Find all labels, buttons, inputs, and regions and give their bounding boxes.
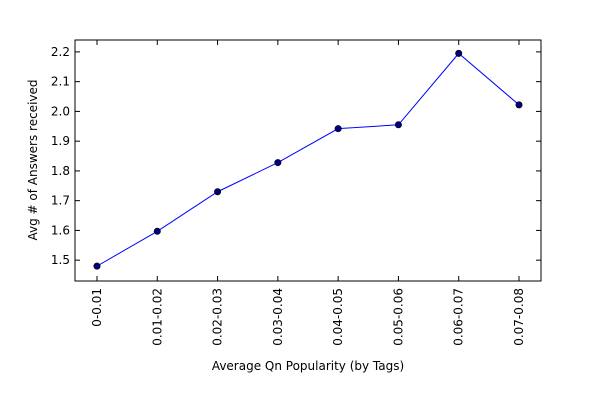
- data-point: [153, 227, 161, 235]
- x-tick-label: 0.02-0.03: [211, 288, 225, 346]
- y-tick-label: 1.9: [51, 134, 70, 148]
- y-tick-label: 2.2: [51, 45, 70, 59]
- plot-frame: [74, 39, 542, 282]
- x-tick-label: 0-0.01: [90, 288, 104, 327]
- x-axis-label: Average Qn Popularity (by Tags): [212, 359, 404, 373]
- series-line: [96, 52, 520, 267]
- data-point: [515, 101, 523, 109]
- series-layer: [93, 49, 523, 270]
- y-tick-label: 2.0: [51, 104, 70, 118]
- data-point: [274, 159, 282, 167]
- x-tick-label: 0.03-0.04: [271, 288, 285, 346]
- y-axis-label: Avg # of Answers received: [26, 79, 40, 240]
- data-point: [214, 188, 222, 196]
- x-tick-label: 0.07-0.08: [512, 288, 526, 346]
- data-point: [93, 262, 101, 270]
- x-tick-label: 0.01-0.02: [150, 288, 164, 346]
- y-tick-label: 2.1: [51, 75, 70, 89]
- y-tick-label: 1.6: [51, 223, 70, 237]
- x-tick-label: 0.06-0.07: [452, 288, 466, 346]
- data-point: [334, 125, 342, 133]
- y-tick-label: 1.7: [51, 194, 70, 208]
- ticks-layer: 1.5 1.6 1.7 1.8 1.9 2.0 2.1 2.2 0-0.01 0.01-0.02 0…: [51, 40, 541, 346]
- x-tick-label: 0.05-0.06: [391, 288, 405, 346]
- x-tick-label: 0.04-0.05: [331, 288, 345, 346]
- y-tick-label: 1.8: [51, 164, 70, 178]
- data-point: [455, 49, 463, 57]
- y-tick-label: 1.5: [51, 253, 70, 267]
- data-point: [394, 121, 402, 129]
